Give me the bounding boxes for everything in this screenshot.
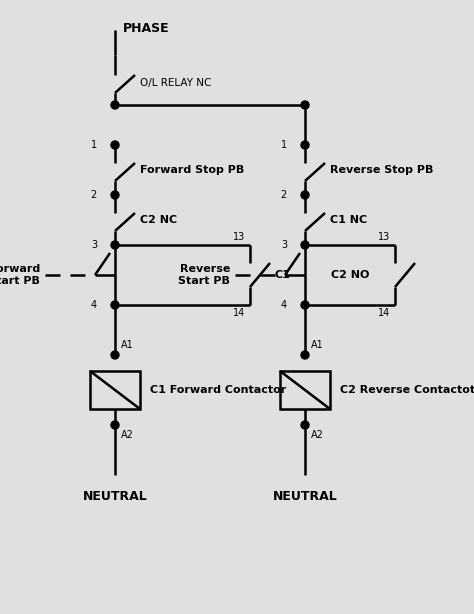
Text: 13: 13 — [233, 232, 245, 242]
Text: C1 Forward Contactor: C1 Forward Contactor — [150, 385, 286, 395]
Text: Forward
Start PB: Forward Start PB — [0, 264, 40, 286]
Text: C1 NC: C1 NC — [330, 215, 367, 225]
Bar — [90, 371, 140, 409]
Circle shape — [111, 351, 119, 359]
Text: O/L RELAY NC: O/L RELAY NC — [140, 78, 211, 88]
Text: 4: 4 — [91, 300, 97, 310]
Text: NEUTRAL: NEUTRAL — [82, 490, 147, 503]
Text: A2: A2 — [311, 430, 324, 440]
Text: 3: 3 — [281, 240, 287, 250]
Circle shape — [111, 241, 119, 249]
Circle shape — [301, 141, 309, 149]
Text: C2 Reverse Contactot: C2 Reverse Contactot — [340, 385, 474, 395]
Text: 1: 1 — [91, 140, 97, 150]
Text: 14: 14 — [378, 308, 390, 318]
Text: 1: 1 — [281, 140, 287, 150]
Text: 3: 3 — [91, 240, 97, 250]
Circle shape — [301, 101, 309, 109]
Circle shape — [111, 141, 119, 149]
Bar — [280, 371, 330, 409]
Text: C1: C1 — [275, 270, 291, 280]
Text: 2: 2 — [91, 190, 97, 200]
Text: Forward Stop PB: Forward Stop PB — [140, 165, 244, 175]
Circle shape — [111, 301, 119, 309]
Text: 2: 2 — [281, 190, 287, 200]
Circle shape — [301, 191, 309, 199]
Text: A2: A2 — [121, 430, 134, 440]
Text: C2 NC: C2 NC — [140, 215, 177, 225]
Text: NEUTRAL: NEUTRAL — [273, 490, 337, 503]
Circle shape — [111, 101, 119, 109]
Circle shape — [111, 191, 119, 199]
Text: PHASE: PHASE — [123, 21, 170, 34]
Text: A1: A1 — [121, 340, 134, 350]
Text: A1: A1 — [311, 340, 324, 350]
Circle shape — [111, 421, 119, 429]
Text: 4: 4 — [281, 300, 287, 310]
Text: 14: 14 — [233, 308, 245, 318]
Text: 13: 13 — [378, 232, 390, 242]
Text: Reverse Stop PB: Reverse Stop PB — [330, 165, 433, 175]
Text: Reverse
Start PB: Reverse Start PB — [178, 264, 230, 286]
Circle shape — [301, 351, 309, 359]
Text: C2 NO: C2 NO — [331, 270, 369, 280]
Circle shape — [301, 241, 309, 249]
Circle shape — [301, 421, 309, 429]
Circle shape — [301, 301, 309, 309]
